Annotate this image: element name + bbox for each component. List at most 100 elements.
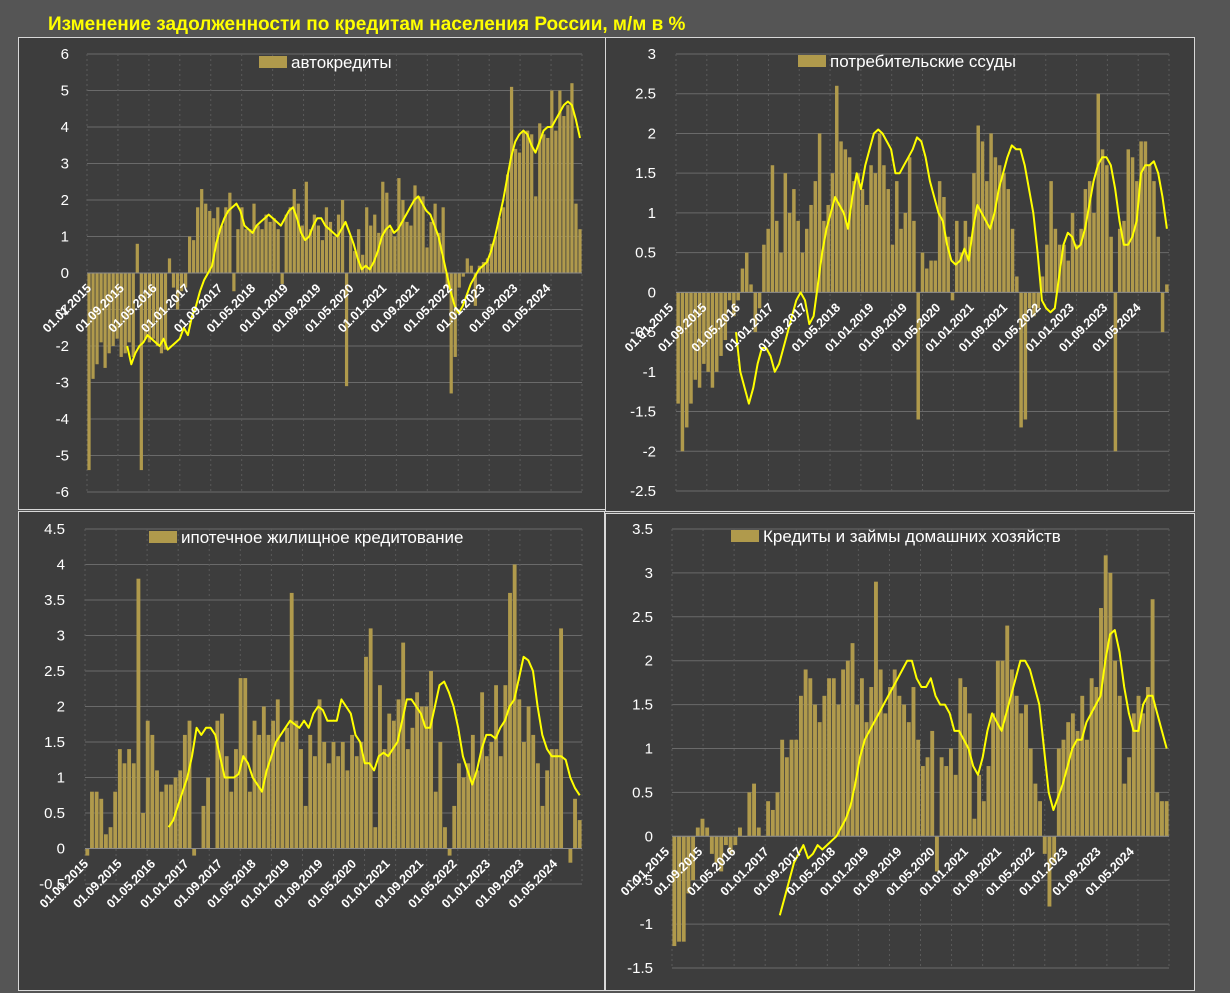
bar <box>550 90 554 273</box>
bar <box>545 770 550 849</box>
bar <box>535 763 540 849</box>
bar <box>357 229 361 273</box>
bar <box>1155 792 1160 837</box>
bar <box>393 236 397 273</box>
y-tick-label: 3.5 <box>632 521 653 538</box>
bar <box>522 130 526 273</box>
bar <box>117 749 122 849</box>
bar <box>1103 555 1108 837</box>
bar <box>316 225 321 273</box>
bar <box>902 704 907 837</box>
bar <box>1164 801 1169 837</box>
bar <box>348 236 353 273</box>
bar <box>920 766 925 837</box>
y-tick-label: 0 <box>645 828 653 845</box>
trend-line <box>167 655 581 828</box>
bar <box>401 200 405 273</box>
bar <box>700 818 705 837</box>
bar <box>852 181 856 293</box>
bar <box>143 273 147 339</box>
bar <box>573 798 577 849</box>
bar <box>1010 228 1015 293</box>
bar <box>481 262 486 273</box>
bar <box>405 221 409 273</box>
y-tick-label: 1 <box>61 229 69 246</box>
bar <box>159 791 164 849</box>
y-tick-label: 0.5 <box>635 245 656 262</box>
y-tick-label: -1.5 <box>630 404 656 421</box>
bar <box>1143 141 1148 293</box>
trend-line <box>778 629 1168 916</box>
bar <box>229 791 234 849</box>
bar <box>1108 572 1113 837</box>
y-tick-label: 4.5 <box>44 521 65 538</box>
bar <box>257 734 262 849</box>
bar <box>1145 687 1150 837</box>
bar <box>322 742 327 849</box>
bar <box>452 805 457 849</box>
bar <box>566 105 570 273</box>
bar <box>972 818 977 837</box>
bar <box>228 192 232 273</box>
bar <box>925 757 930 837</box>
bar <box>993 157 998 293</box>
bar <box>1122 783 1127 837</box>
bar <box>518 152 522 273</box>
chart-svg: -2.5-2-1.5-1-0.500.511.522.5301.01.20150… <box>622 46 1170 500</box>
bar <box>738 827 742 837</box>
bar <box>410 727 415 849</box>
bar <box>397 178 401 273</box>
bar <box>953 774 958 837</box>
bar <box>789 739 794 837</box>
bar <box>1005 625 1010 837</box>
bar <box>719 836 724 872</box>
bar <box>1096 93 1101 293</box>
bar <box>256 225 260 273</box>
bar <box>925 268 929 293</box>
bar <box>689 292 693 404</box>
bar <box>461 777 466 849</box>
bar <box>489 742 494 849</box>
bar <box>1127 757 1132 837</box>
bar <box>779 252 783 293</box>
bar <box>1015 276 1019 293</box>
bar <box>798 695 803 837</box>
bar <box>171 273 176 288</box>
bar <box>939 757 944 837</box>
bar <box>90 791 94 849</box>
bar <box>353 251 357 273</box>
bar <box>312 214 316 273</box>
bar <box>498 756 503 849</box>
bar <box>509 86 514 273</box>
bar <box>123 273 127 354</box>
bar <box>485 258 490 273</box>
bar <box>1027 292 1032 309</box>
bar <box>864 722 869 837</box>
bar <box>756 827 761 837</box>
bar <box>361 254 365 273</box>
y-tick-label: 2 <box>61 192 69 209</box>
bar <box>1070 713 1075 837</box>
legend-label: ипотечное жилищное кредитование <box>181 528 464 547</box>
bar <box>220 225 224 273</box>
bar <box>359 742 364 849</box>
bar <box>554 749 559 849</box>
bar <box>429 221 433 273</box>
bar <box>312 756 317 849</box>
bar <box>308 734 313 849</box>
bar <box>531 734 536 849</box>
bar <box>183 273 188 288</box>
chart-panel-household-loans: -1.5 -1 -0.5 0 0.5 1 1.5 2 2.5 3 3.5 01.01.2015 01.0… <box>605 513 1195 991</box>
bar <box>115 273 119 339</box>
bar <box>997 165 1002 293</box>
bar <box>276 229 280 273</box>
bar <box>752 783 756 837</box>
bar <box>147 273 151 343</box>
bar <box>766 801 771 837</box>
bar <box>268 221 272 273</box>
bar <box>447 848 452 856</box>
bar <box>1083 189 1088 293</box>
bar <box>175 273 180 310</box>
bar <box>206 777 211 849</box>
bar <box>672 836 677 947</box>
